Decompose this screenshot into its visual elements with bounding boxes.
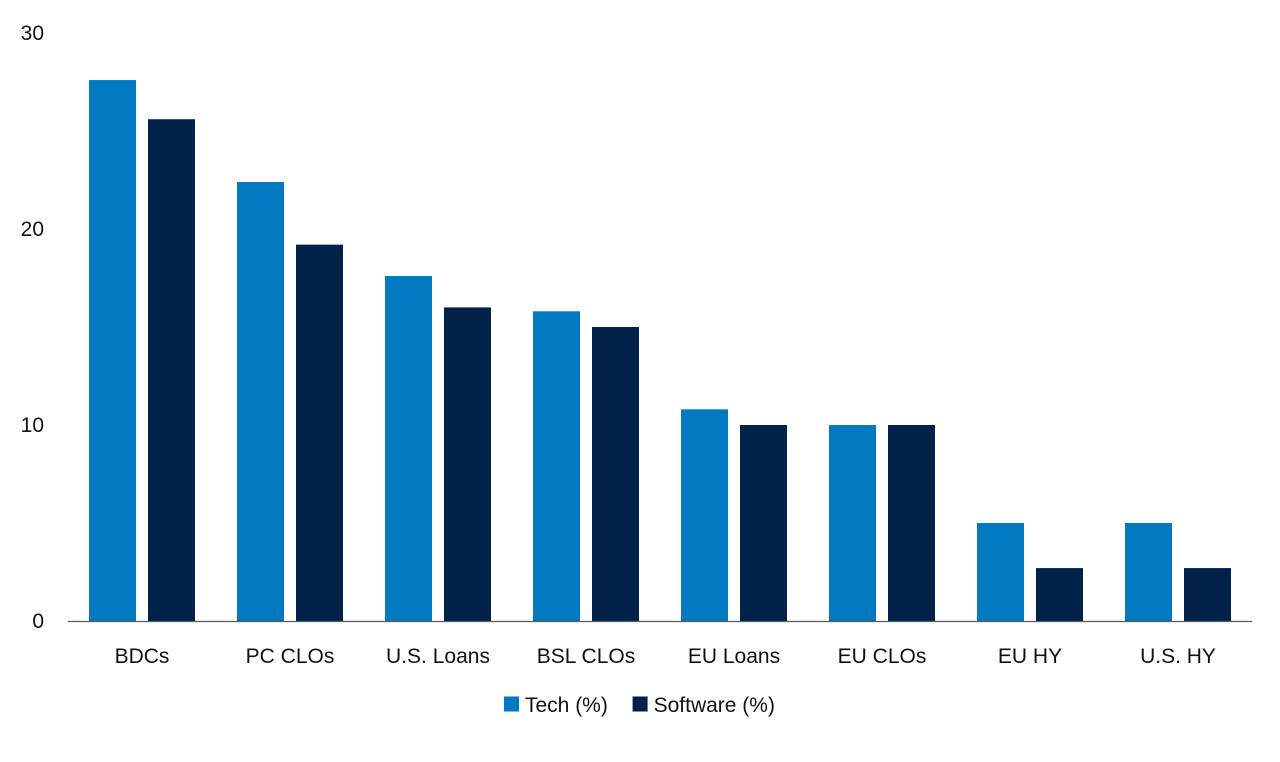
y-tick-label: 0 — [32, 610, 44, 633]
legend-item: Tech (%) — [504, 694, 608, 717]
legend-label: Tech (%) — [525, 694, 608, 717]
bars-group — [89, 80, 1231, 622]
legend-label: Software (%) — [654, 694, 775, 717]
bar-software — [296, 244, 343, 621]
x-category-label: EU CLOs — [838, 645, 927, 668]
bar-tech — [237, 181, 284, 621]
x-category-label: U.S. Loans — [386, 645, 490, 668]
legend: Tech (%) Software (%) — [504, 694, 775, 717]
bar-tech — [977, 523, 1024, 621]
x-category-label: EU Loans — [688, 645, 780, 668]
x-category-label: EU HY — [998, 645, 1062, 668]
bar-software — [592, 327, 639, 621]
y-tick-label: 20 — [21, 218, 44, 241]
legend-swatch — [632, 696, 648, 712]
bar-tech — [385, 276, 432, 621]
bar-software — [1184, 568, 1231, 621]
legend-item: Software (%) — [632, 694, 775, 717]
x-category-label: BSL CLOs — [537, 645, 635, 668]
x-axis: BDCs PC CLOs U.S. Loans BSL CLOs EU Loans EU … — [115, 645, 1216, 668]
bar-software — [444, 307, 491, 621]
x-category-label: U.S. HY — [1140, 645, 1216, 668]
bar-tech — [681, 409, 728, 621]
x-category-label: BDCs — [115, 645, 170, 668]
x-category-label: PC CLOs — [246, 645, 335, 668]
legend-swatch — [504, 696, 519, 712]
bar-software — [888, 425, 935, 621]
bar-tech — [533, 311, 580, 621]
y-tick-label: 30 — [21, 22, 44, 45]
bar-tech — [89, 80, 136, 622]
y-tick-label: 10 — [21, 414, 44, 437]
y-axis: 0 10 20 30 — [21, 22, 44, 633]
bar-software — [148, 119, 195, 622]
bar-tech — [829, 425, 876, 621]
bar-tech — [1125, 523, 1172, 621]
bar-software — [740, 425, 787, 621]
bar-software — [1036, 568, 1083, 621]
